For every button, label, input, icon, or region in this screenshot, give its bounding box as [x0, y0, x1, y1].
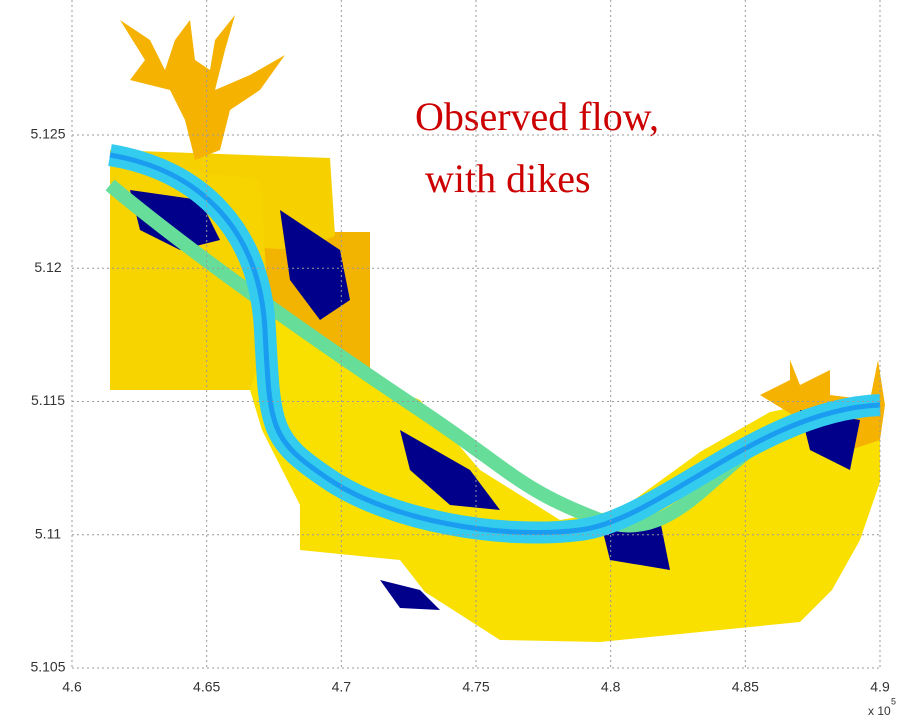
y-tick-label: 5.12 — [34, 259, 61, 275]
chart: Observed flow, with dikes x 10 5 5.105 5.… — [0, 0, 899, 720]
page: {"chart_data": {"type": "map", "annotati… — [0, 0, 899, 720]
tributary — [120, 15, 285, 160]
y-tick-label: 5.115 — [31, 392, 65, 408]
x-multiplier: x 10 — [868, 704, 891, 718]
x-tick-label: 4.85 — [732, 679, 759, 695]
x-tick-label: 4.75 — [462, 679, 489, 695]
y-tick-label: 5.125 — [30, 126, 65, 142]
x-multiplier-exponent: 5 — [891, 696, 896, 706]
x-tick-label: 4.9 — [870, 679, 890, 695]
y-tick-label: 5.105 — [30, 659, 65, 675]
x-tick-label: 4.7 — [332, 679, 352, 695]
annotation: Observed flow, — [415, 94, 659, 139]
x-tick-label: 4.65 — [193, 679, 220, 695]
x-tick-label: 4.8 — [601, 679, 621, 695]
x-tick-label: 4.6 — [62, 679, 82, 695]
y-tick-label: 5.11 — [35, 525, 61, 541]
annotation: with dikes — [425, 156, 591, 201]
